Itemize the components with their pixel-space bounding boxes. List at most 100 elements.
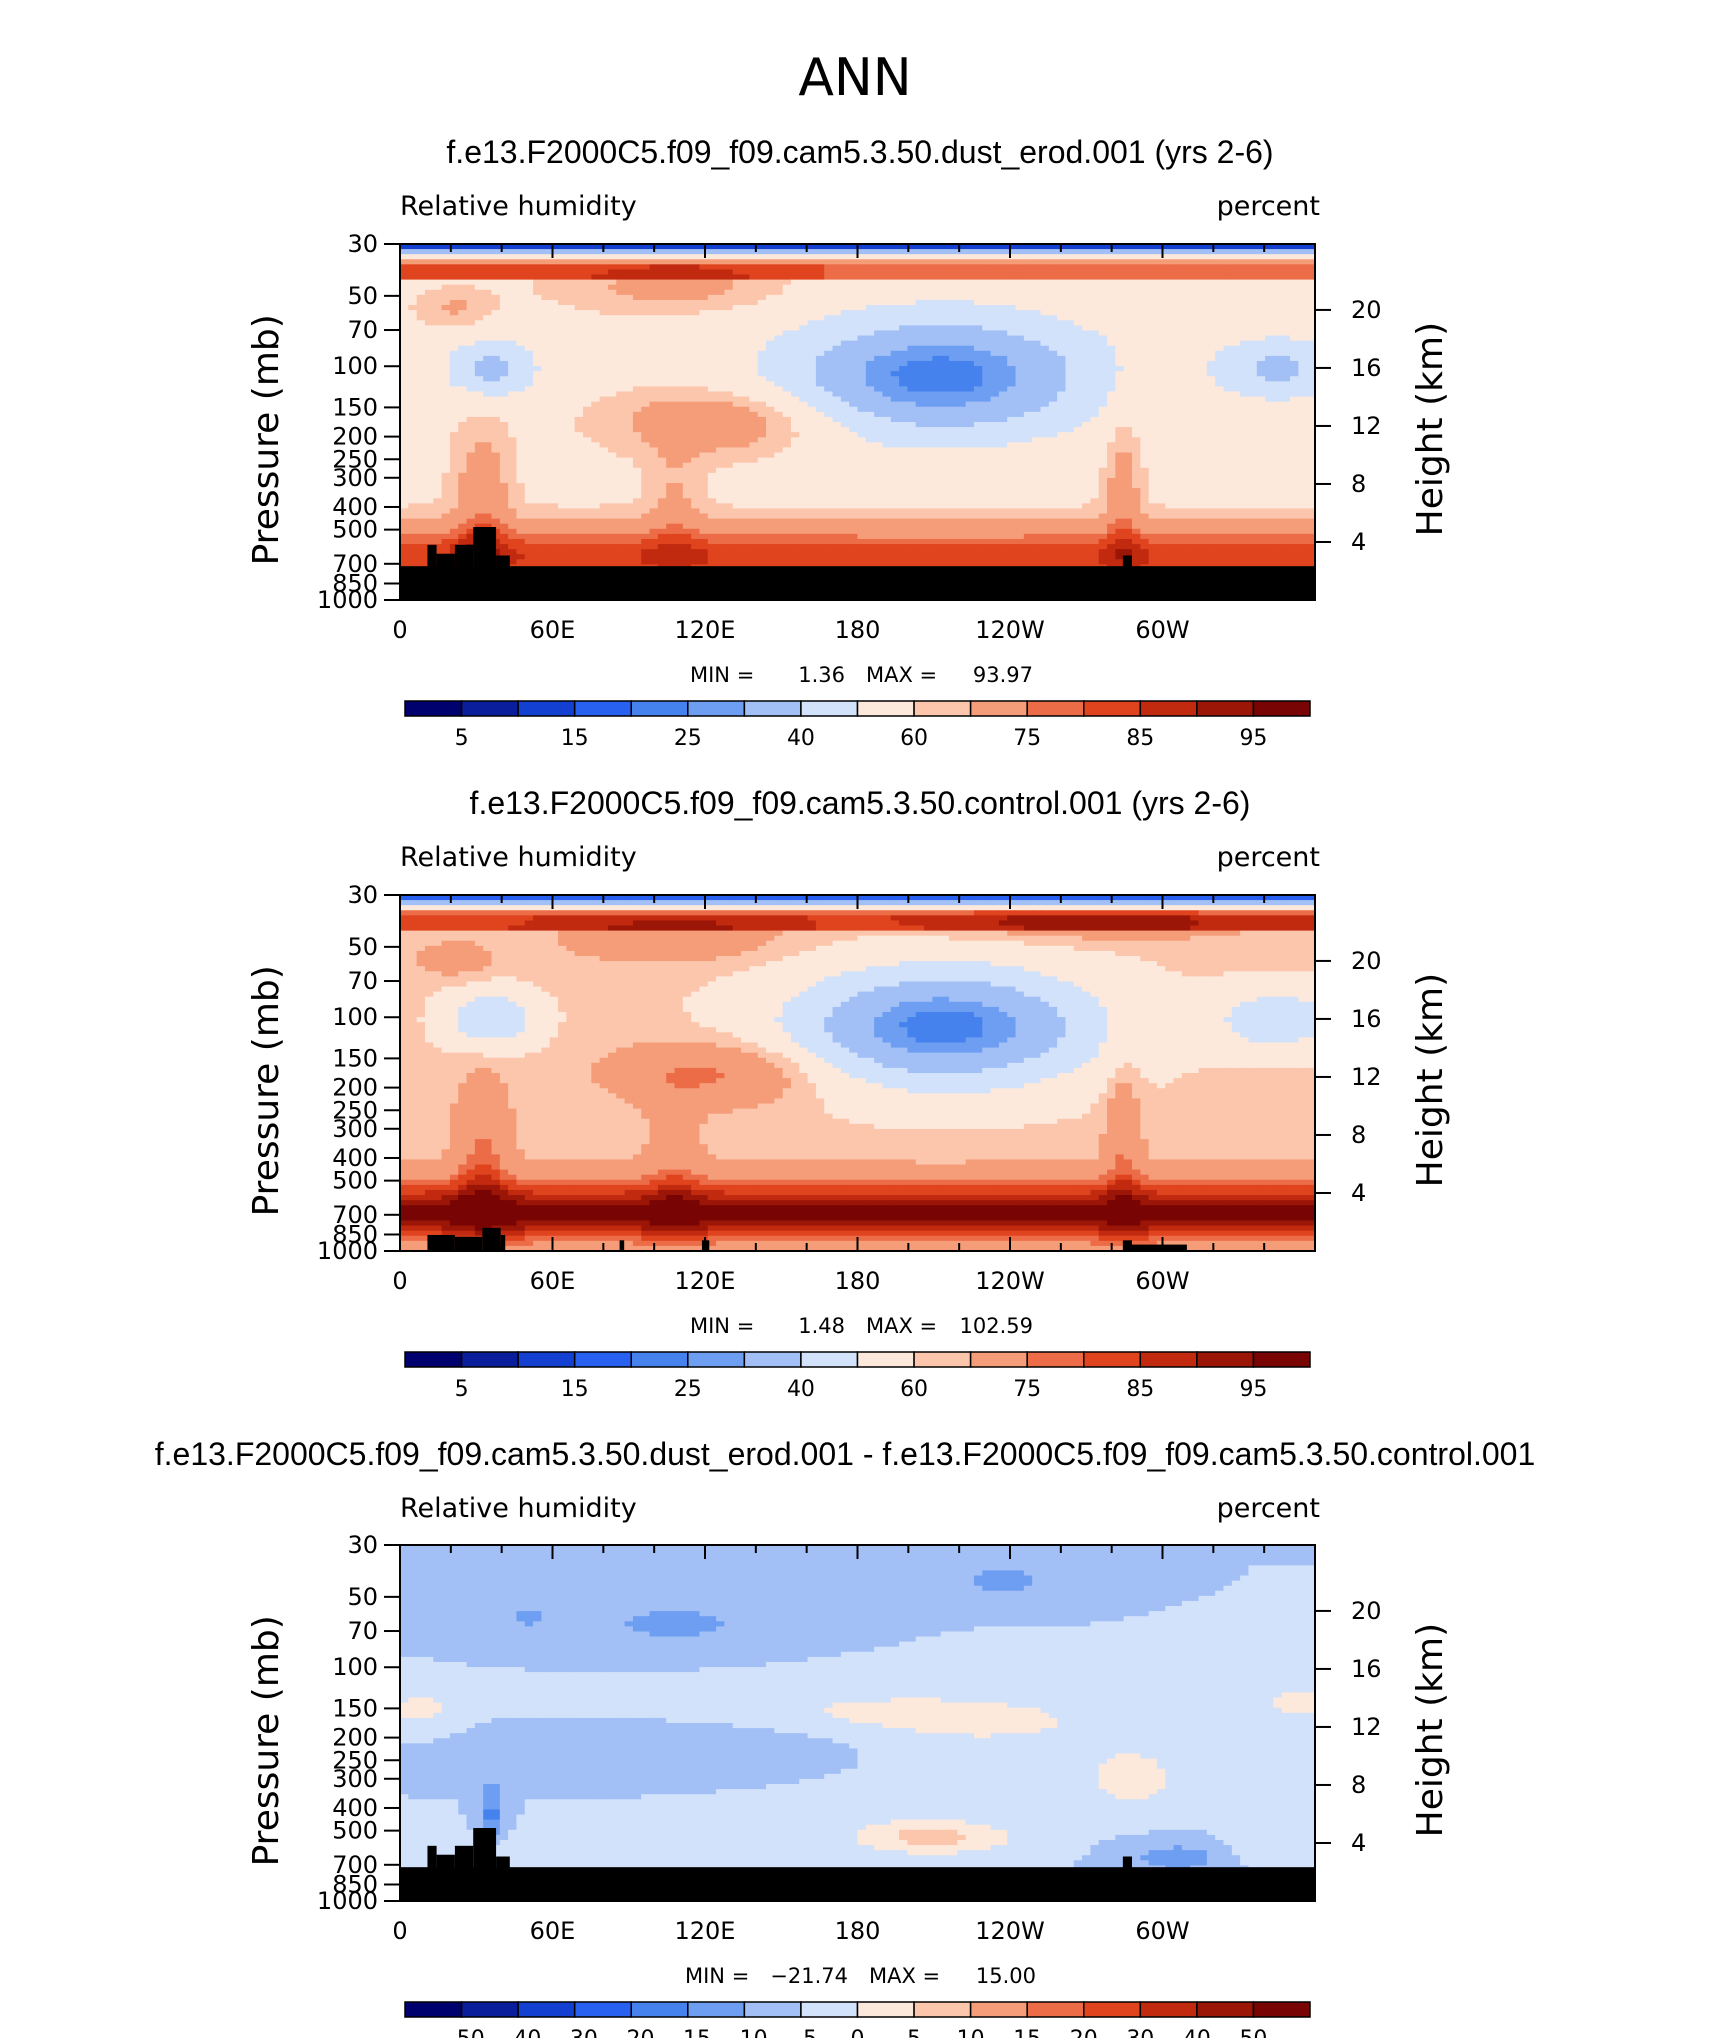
- contour-cell: [691, 406, 701, 413]
- contour-cell: [840, 360, 850, 367]
- contour-cell: [882, 254, 892, 260]
- contour-cell: [832, 376, 842, 382]
- contour-cell: [1173, 411, 1183, 418]
- contour-cell: [782, 330, 792, 337]
- contour-cell: [1082, 345, 1092, 352]
- contour-cell: [932, 462, 942, 469]
- contour-cell: [998, 264, 1008, 271]
- contour-cell: [732, 442, 742, 449]
- contour-cell: [682, 396, 692, 403]
- contour-cell: [533, 432, 543, 438]
- contour-cell: [915, 360, 925, 367]
- contour-cell: [1281, 254, 1291, 260]
- contour-cell: [1007, 366, 1017, 372]
- contour-cell: [907, 305, 917, 311]
- contour-cell: [1273, 249, 1283, 255]
- contour-cell: [649, 305, 659, 311]
- contour-cell: [699, 457, 709, 464]
- contour-cell: [1048, 249, 1058, 255]
- contour-cell: [1215, 299, 1225, 306]
- contour-cell: [691, 284, 701, 291]
- contour-cell: [558, 310, 567, 316]
- contour-cell: [1023, 244, 1033, 250]
- contour-cell: [973, 371, 983, 377]
- contour-cell: [949, 294, 958, 301]
- contour-cell: [949, 345, 958, 352]
- contour-cell: [483, 259, 493, 265]
- contour-cell: [1048, 259, 1058, 265]
- contour-cell: [1140, 279, 1150, 286]
- contour-cell: [716, 406, 726, 413]
- contour-cell: [549, 447, 559, 454]
- contour-cell: [815, 254, 825, 260]
- contour-cell: [1090, 340, 1100, 347]
- contour-cell: [499, 279, 509, 286]
- contour-cell: [458, 427, 468, 433]
- contour-cell: [1306, 427, 1315, 433]
- contour-cell: [1156, 350, 1166, 357]
- contour-cell: [1240, 299, 1250, 306]
- contour-cell: [807, 447, 817, 454]
- contour-cell: [541, 472, 551, 479]
- contour-cell: [541, 442, 551, 449]
- contour-cell: [982, 467, 992, 474]
- contour-cell: [1156, 264, 1166, 271]
- contour-cell: [965, 294, 975, 301]
- contour-cell: [707, 472, 717, 479]
- contour-cell: [865, 371, 875, 377]
- contour-cell: [1007, 274, 1017, 281]
- contour-cell: [1290, 269, 1299, 276]
- contour-cell: [433, 305, 443, 311]
- contour-cell: [1115, 315, 1125, 321]
- contour-cell: [657, 274, 667, 281]
- contour-cell: [1256, 442, 1266, 449]
- contour-cell: [499, 325, 509, 332]
- contour-cell: [849, 457, 859, 464]
- contour-cell: [1198, 330, 1208, 337]
- contour-cell: [499, 284, 509, 291]
- contour-cell: [774, 462, 784, 469]
- contour-cell: [924, 376, 933, 382]
- contour-cell: [691, 462, 701, 469]
- contour-cell: [591, 310, 601, 316]
- contour-cell: [1023, 325, 1033, 332]
- contour-cell: [566, 254, 576, 260]
- contour-cell: [1140, 467, 1150, 474]
- contour-cell: [790, 396, 800, 403]
- contour-cell: [1123, 411, 1133, 418]
- contour-cell: [1273, 279, 1283, 286]
- contour-cell: [1231, 310, 1241, 316]
- contour-cell: [707, 320, 717, 326]
- contour-cell: [1231, 299, 1241, 306]
- contour-cell: [824, 305, 834, 311]
- contour-cell: [932, 299, 942, 306]
- contour-cell: [1048, 427, 1058, 433]
- contour-cell: [915, 294, 925, 301]
- contour-cell: [1273, 416, 1283, 423]
- contour-cell: [424, 330, 434, 337]
- contour-cell: [1115, 244, 1125, 250]
- contour-cell: [649, 254, 659, 260]
- contour-cell: [666, 315, 676, 321]
- contour-cell: [1015, 432, 1025, 438]
- contour-cell: [1032, 360, 1042, 367]
- contour-cell: [857, 249, 867, 255]
- contour-cell: [1007, 269, 1017, 276]
- contour-cell: [707, 335, 717, 342]
- contour-cell: [649, 335, 659, 342]
- contour-cell: [416, 315, 426, 321]
- contour-cell: [533, 289, 543, 296]
- contour-cell: [524, 264, 534, 271]
- contour-cell: [724, 457, 734, 464]
- contour-cell: [599, 411, 609, 418]
- contour-cell: [400, 320, 409, 326]
- contour-cell: [441, 371, 451, 377]
- contour-cell: [449, 442, 459, 449]
- contour-cell: [707, 294, 717, 301]
- contour-cell: [957, 274, 967, 281]
- contour-cell: [940, 437, 950, 443]
- contour-cell: [749, 422, 759, 428]
- contour-cell: [732, 305, 742, 311]
- contour-cell: [424, 350, 434, 357]
- contour-cell: [832, 335, 842, 342]
